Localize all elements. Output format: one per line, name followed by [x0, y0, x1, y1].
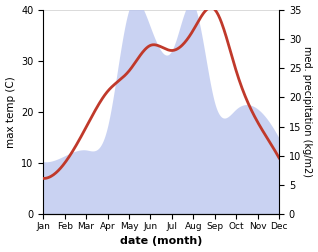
X-axis label: date (month): date (month)	[120, 236, 202, 246]
Y-axis label: med. precipitation (kg/m2): med. precipitation (kg/m2)	[302, 46, 313, 177]
Y-axis label: max temp (C): max temp (C)	[5, 76, 16, 148]
